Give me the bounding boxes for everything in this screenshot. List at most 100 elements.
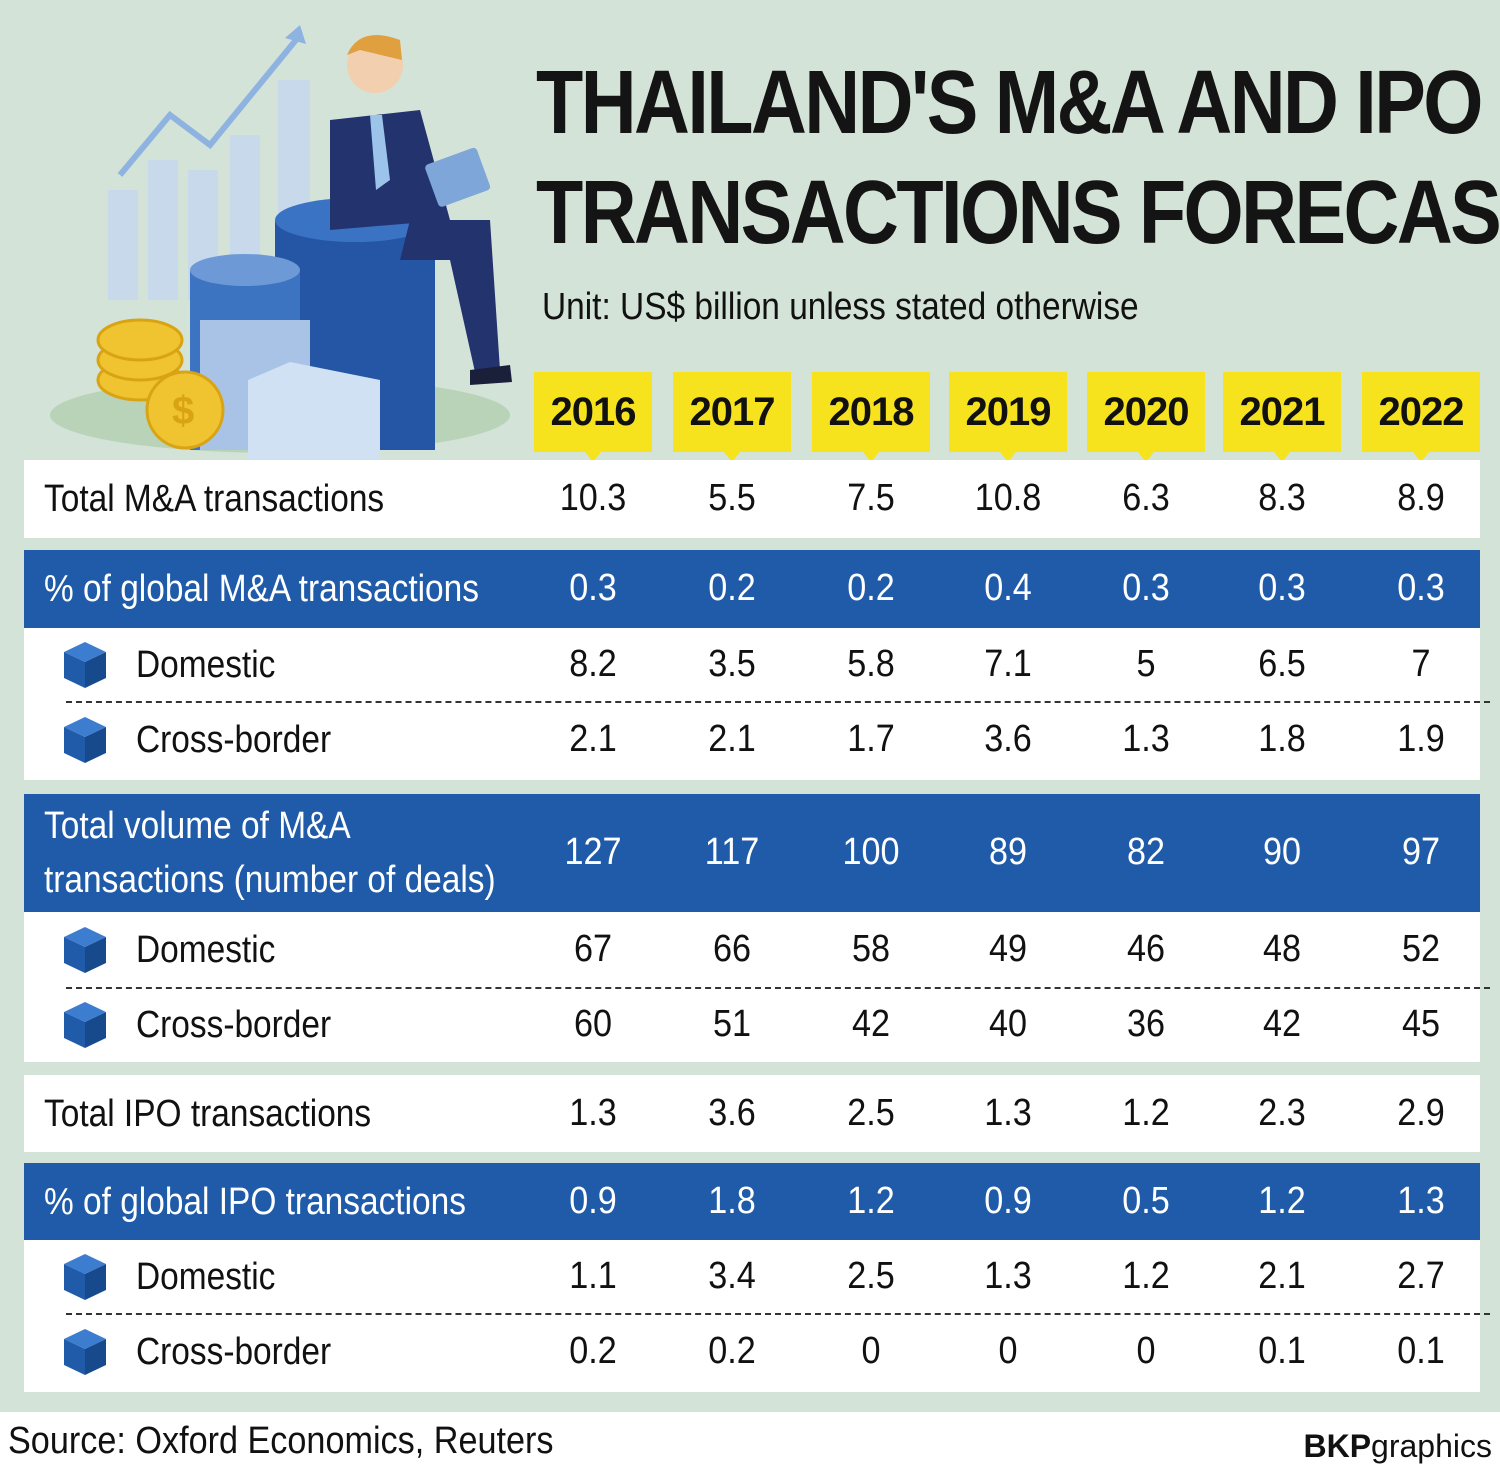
cell-value: 89 xyxy=(988,831,1028,873)
source-note: Source: Oxford Economics, Reuters xyxy=(8,1420,554,1462)
cell-value: 1.3 xyxy=(984,1255,1032,1297)
cell-value: 6.3 xyxy=(1122,477,1170,519)
dashed-divider xyxy=(66,987,1490,989)
cell-value: 2.5 xyxy=(847,1091,895,1134)
bkp-graphics-logo: BKPgraphics xyxy=(1303,1428,1492,1465)
title-line-2: TRANSACTIONS FORECAST xyxy=(536,163,1500,263)
row-label: Total IPO transactions xyxy=(44,1092,372,1135)
year-header-2019: 2019 xyxy=(949,372,1067,462)
row-label: Cross-border xyxy=(136,1331,332,1373)
sub-row-band xyxy=(24,628,1480,780)
cell-value: 49 xyxy=(988,928,1028,970)
row-label: Domestic xyxy=(136,644,276,686)
cell-value: 48 xyxy=(1262,928,1302,970)
row-label: Domestic xyxy=(136,1256,276,1298)
cell-value: 6.5 xyxy=(1258,643,1306,685)
cube-icon xyxy=(64,717,106,763)
cell-value: 0.9 xyxy=(984,1179,1032,1222)
cell-value: 1.2 xyxy=(1122,1091,1170,1134)
cube-icon xyxy=(64,1329,106,1375)
row-label: Domestic xyxy=(136,929,276,971)
cell-value: 42 xyxy=(851,1003,891,1045)
cell-value: 8.3 xyxy=(1258,477,1306,519)
cell-value: 1.2 xyxy=(847,1179,895,1222)
year-header-2018: 2018 xyxy=(812,372,930,462)
cell-value: 8.9 xyxy=(1397,477,1445,519)
table-row: Total volume of M&A transactions (number … xyxy=(24,794,1480,912)
year-header-2017: 2017 xyxy=(673,372,791,462)
cube-icon xyxy=(64,927,106,973)
cell-value: 10.8 xyxy=(974,477,1042,519)
cell-value: 2.1 xyxy=(1258,1255,1306,1297)
cell-value: 0.3 xyxy=(1397,567,1445,609)
cell-value: 0 xyxy=(998,1330,1018,1372)
cell-value: 1.8 xyxy=(708,1179,756,1222)
table-row: % of global IPO transactions 0.9 1.8 1.2 0.9… xyxy=(24,1163,1480,1240)
table-row: Domestic 67 66 58 49 46 48 52 xyxy=(24,912,1480,988)
subtitle: Unit: US$ billion unless stated otherwis… xyxy=(542,286,1139,328)
cell-value: 1.7 xyxy=(847,718,895,760)
cell-value: 52 xyxy=(1401,928,1441,970)
cube-icon xyxy=(64,1254,106,1300)
cell-value: 1.3 xyxy=(1397,1179,1445,1222)
year-header-2020: 2020 xyxy=(1087,372,1205,462)
cell-value: 2.1 xyxy=(708,718,756,760)
logo-light: graphics xyxy=(1371,1428,1492,1464)
cell-value: 1.2 xyxy=(1258,1179,1306,1222)
row-label-line-1: Total volume of M&A xyxy=(44,805,351,847)
table-row: Domestic 8.2 3.5 5.8 7.1 5 6.5 7 xyxy=(24,628,1480,702)
cell-value: 58 xyxy=(851,928,891,970)
cell-value: 2.3 xyxy=(1258,1091,1306,1134)
dashed-divider xyxy=(66,1313,1490,1315)
cell-value: 2.7 xyxy=(1397,1255,1445,1297)
cell-value: 45 xyxy=(1401,1003,1441,1045)
cell-value: 3.5 xyxy=(708,643,756,685)
cell-value: 2.5 xyxy=(847,1255,895,1297)
cell-value: 7 xyxy=(1411,643,1431,685)
cell-value: 3.6 xyxy=(984,718,1032,760)
cell-value: 7.5 xyxy=(847,477,895,519)
table-row: Cross-border 60 51 42 40 36 42 45 xyxy=(24,987,1490,1062)
cell-value: 1.3 xyxy=(984,1091,1032,1134)
dashed-divider xyxy=(66,701,1490,703)
sub-row-band xyxy=(24,1240,1480,1392)
cell-value: 0.4 xyxy=(984,567,1032,609)
logo-bold: BKP xyxy=(1303,1428,1372,1464)
cell-value: 0 xyxy=(861,1330,881,1372)
cell-value: 66 xyxy=(712,928,752,970)
year-header-2021: 2021 xyxy=(1223,372,1341,462)
cell-value: 1.3 xyxy=(1122,718,1170,760)
cell-value: 2.1 xyxy=(569,718,617,760)
row-label: Total M&A transactions xyxy=(44,478,385,520)
cell-value: 5.5 xyxy=(708,477,756,519)
cell-value: 5.8 xyxy=(847,643,895,685)
cell-value: 46 xyxy=(1126,928,1166,970)
cell-value: 51 xyxy=(712,1003,752,1045)
table-row: Cross-border 0.2 0.2 0 0 0 0.1 0.1 xyxy=(24,1313,1490,1390)
cell-value: 0.1 xyxy=(1258,1330,1306,1372)
cell-value: 60 xyxy=(573,1003,613,1045)
cell-value: 0.5 xyxy=(1122,1179,1170,1222)
cell-value: 67 xyxy=(573,928,613,970)
table-row: Total IPO transactions 1.3 3.6 2.5 1.3 1.2 2.3… xyxy=(24,1075,1480,1152)
year-header-2022: 2022 xyxy=(1362,372,1480,462)
cube-icon xyxy=(64,642,106,688)
cell-value: 82 xyxy=(1126,831,1166,873)
cell-value: 0.3 xyxy=(569,567,617,609)
row-label: % of global M&A transactions xyxy=(44,568,479,610)
title-line-1: THAILAND'S M&A AND IPO xyxy=(536,53,1483,153)
cell-value: 8.2 xyxy=(569,643,617,685)
cell-value: 7.1 xyxy=(984,643,1032,685)
year-header-2016: 2016 xyxy=(534,372,652,462)
table-row: Domestic 1.1 3.4 2.5 1.3 1.2 2.1 2.7 xyxy=(24,1240,1480,1314)
cell-value: 40 xyxy=(988,1003,1028,1045)
table-row: Cross-border 2.1 2.1 1.7 3.6 1.3 1.8 1.9 xyxy=(24,701,1490,778)
cell-value: 10.3 xyxy=(559,477,627,519)
cell-value: 42 xyxy=(1262,1003,1302,1045)
cell-value: 97 xyxy=(1401,831,1441,873)
cell-value: 0.1 xyxy=(1397,1330,1445,1372)
row-label: Total volume of M&A transactions (number … xyxy=(44,799,496,907)
cell-value: 127 xyxy=(564,831,622,873)
cell-value: 0.2 xyxy=(708,1330,756,1372)
